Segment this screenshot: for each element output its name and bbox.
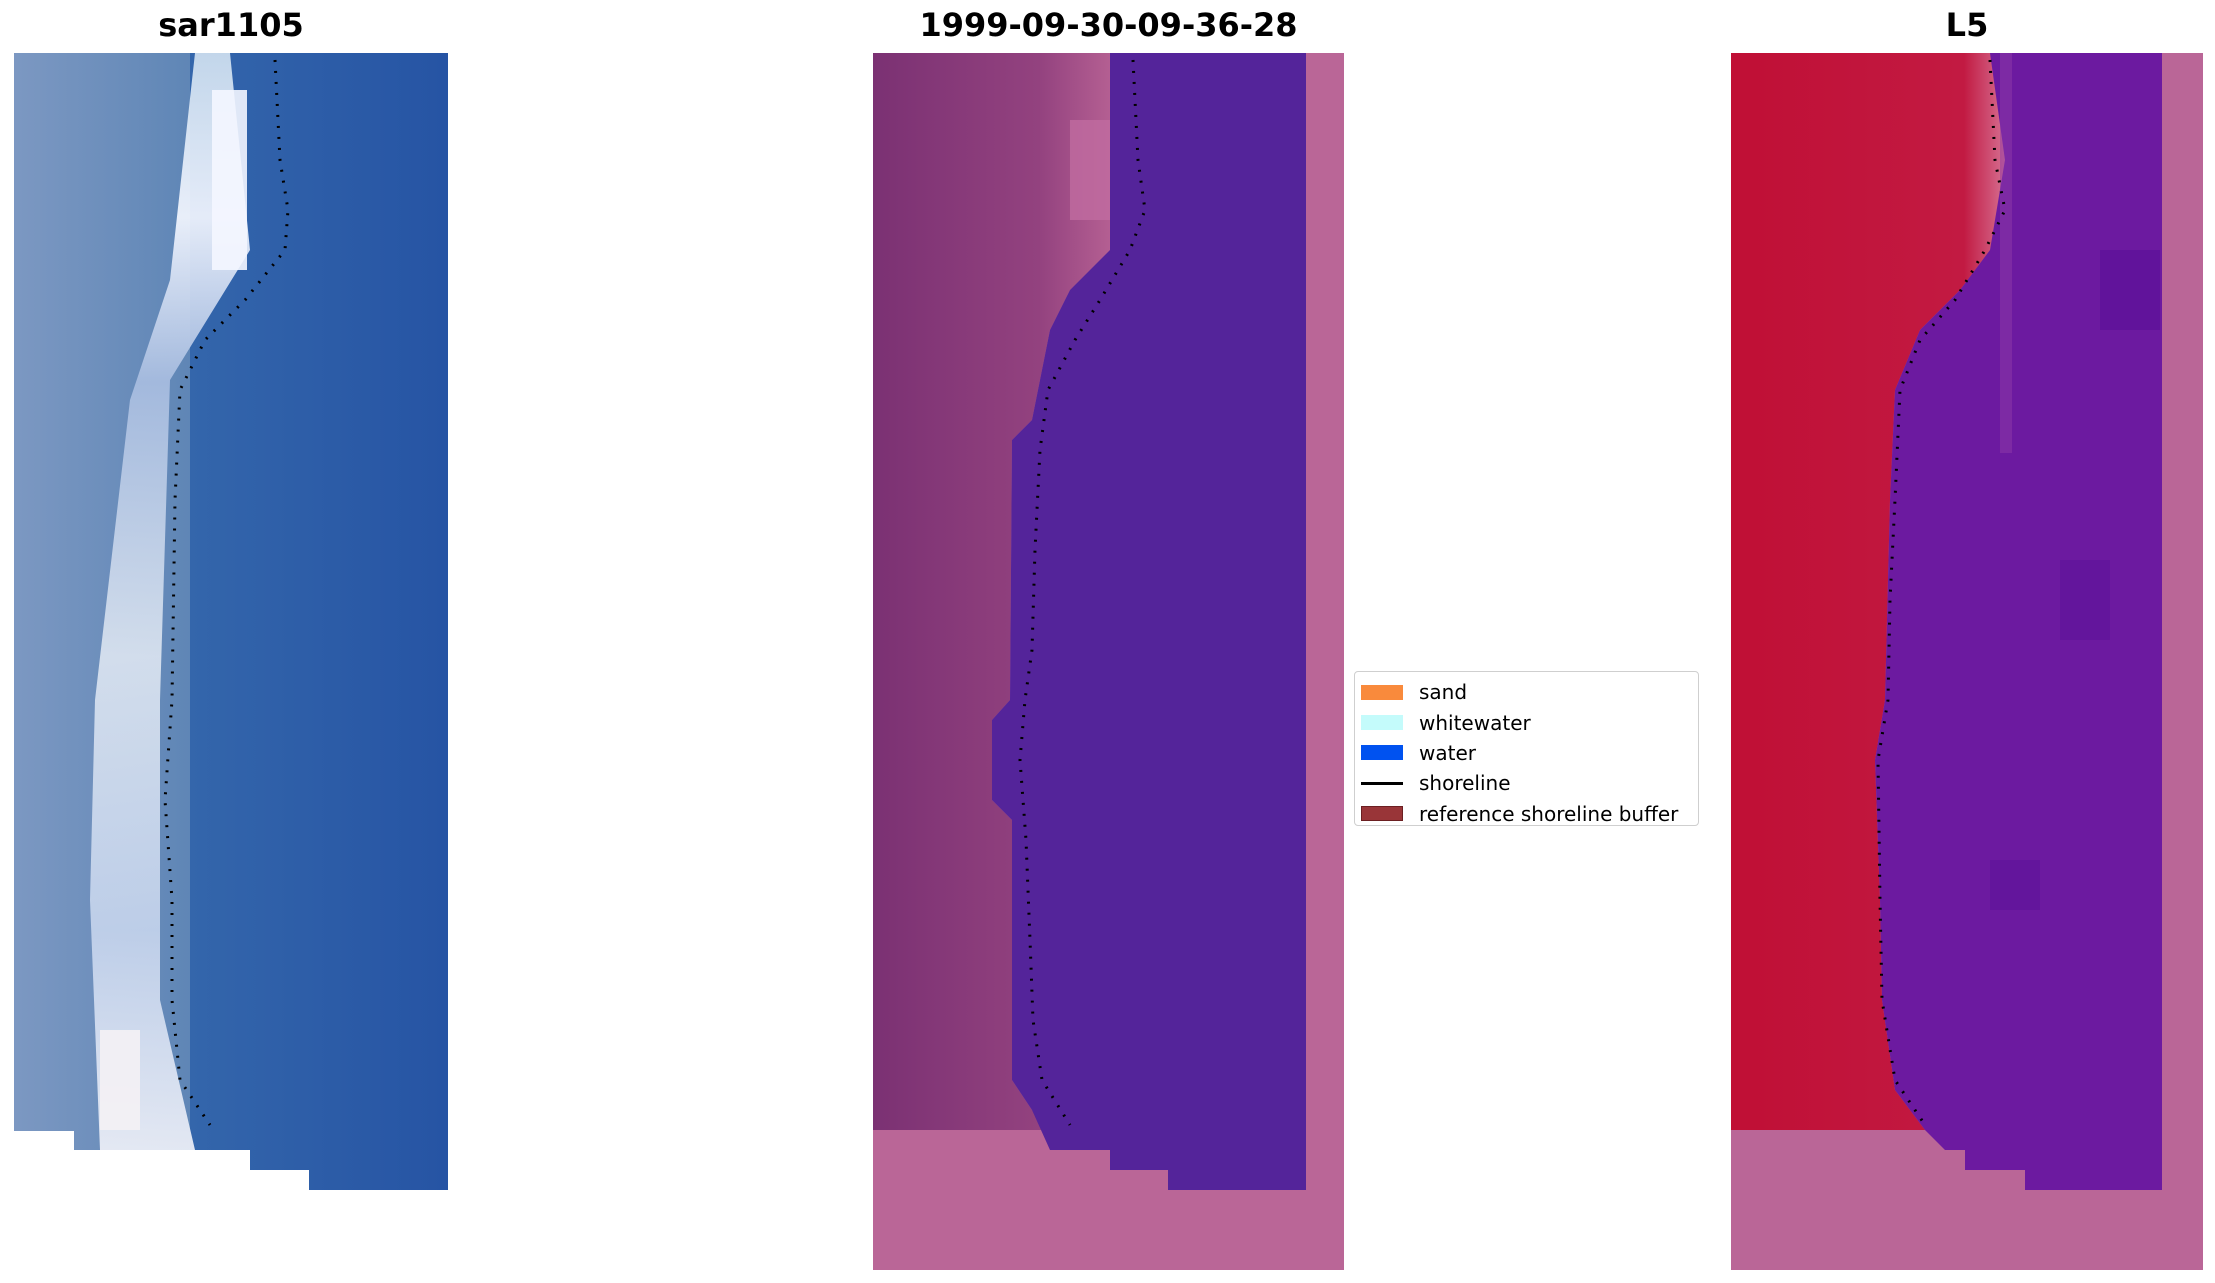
panel-title-index: L5 — [1945, 6, 1989, 44]
classified-image — [873, 53, 1344, 1270]
legend-swatch — [1361, 715, 1403, 731]
legend-label: water — [1419, 740, 1476, 765]
legend-item-whitewater: whitewater — [1361, 707, 1698, 737]
panel-title-classified: 1999-09-30-09-36-28 — [919, 6, 1298, 44]
legend-item-shoreline: shoreline — [1361, 768, 1698, 798]
legend-label: shoreline — [1419, 771, 1511, 796]
legend: sand whitewater water shoreline referenc… — [1354, 671, 1699, 826]
legend-item-water: water — [1361, 738, 1698, 768]
legend-label: sand — [1419, 680, 1468, 705]
mndwi-image — [1731, 53, 2203, 1270]
legend-item-reference-buffer: reference shoreline buffer — [1361, 799, 1698, 829]
panel-title-rgb: sar1105 — [158, 6, 304, 44]
legend-label: reference shoreline buffer — [1419, 801, 1679, 826]
rgb-satellite-image — [14, 53, 448, 1190]
shoreline-index — [1876, 59, 2007, 1126]
legend-item-sand: sand — [1361, 677, 1698, 707]
legend-swatch — [1361, 745, 1403, 761]
legend-swatch-line — [1361, 781, 1403, 785]
legend-label: whitewater — [1419, 710, 1531, 735]
legend-swatch — [1361, 684, 1403, 700]
legend-swatch — [1361, 806, 1403, 822]
